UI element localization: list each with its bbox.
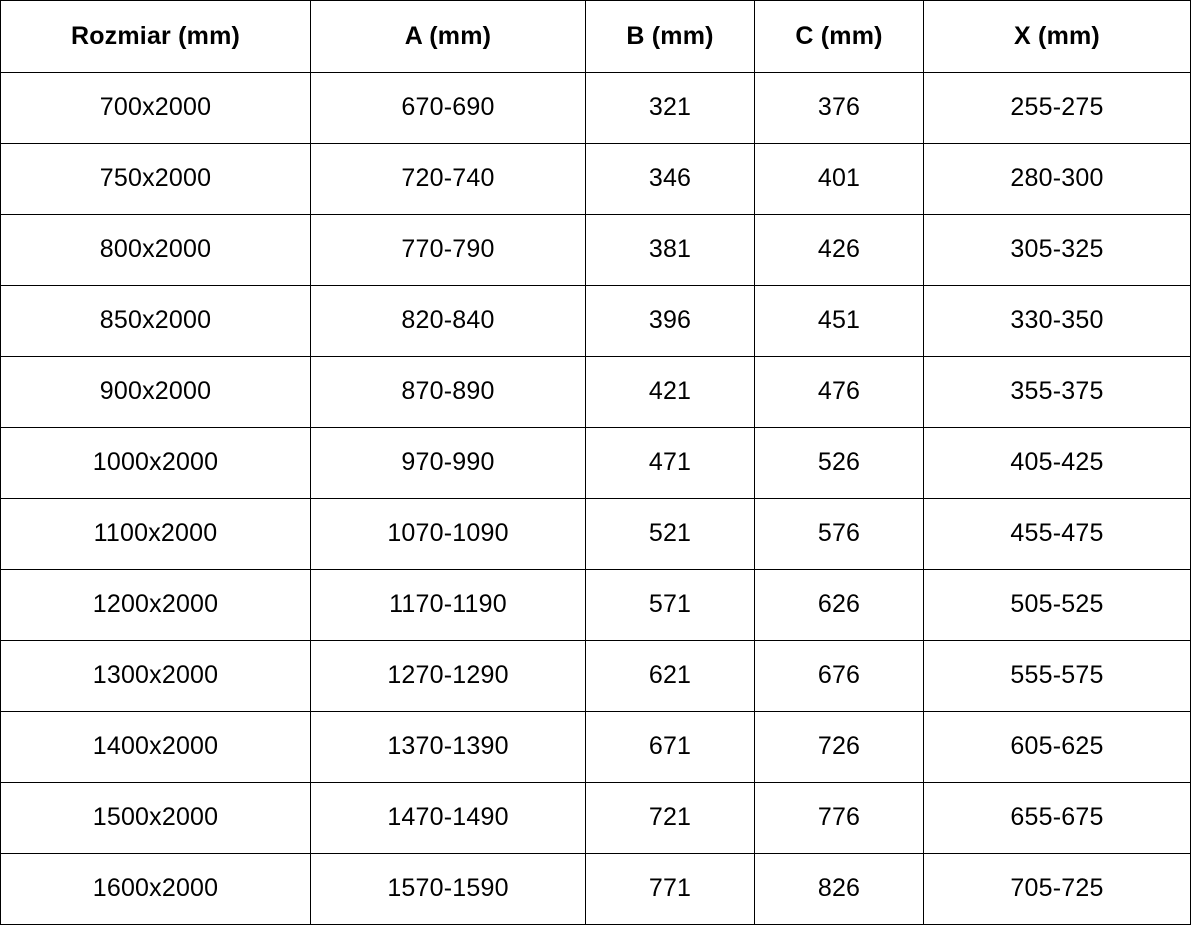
column-header-x: X (mm) <box>923 0 1191 73</box>
cell-x: 255-275 <box>923 72 1191 144</box>
cell-size: 900x2000 <box>0 356 311 428</box>
cell-c: 451 <box>754 285 924 357</box>
cell-c: 826 <box>754 853 924 925</box>
table-header-row: Rozmiar (mm) A (mm) B (mm) C (mm) X (mm) <box>0 0 1191 73</box>
cell-c: 476 <box>754 356 924 428</box>
cell-c: 626 <box>754 569 924 641</box>
cell-b: 521 <box>585 498 755 570</box>
table-row: 1500x2000 1470-1490 721 776 655-675 <box>0 782 1191 854</box>
cell-a: 820-840 <box>310 285 586 357</box>
cell-size: 800x2000 <box>0 214 311 286</box>
table-header: Rozmiar (mm) A (mm) B (mm) C (mm) X (mm) <box>0 0 1191 73</box>
table-row: 1600x2000 1570-1590 771 826 705-725 <box>0 853 1191 925</box>
cell-size: 1000x2000 <box>0 427 311 499</box>
cell-a: 670-690 <box>310 72 586 144</box>
cell-size: 1100x2000 <box>0 498 311 570</box>
cell-size: 850x2000 <box>0 285 311 357</box>
cell-c: 676 <box>754 640 924 712</box>
table-row: 900x2000 870-890 421 476 355-375 <box>0 356 1191 428</box>
cell-size: 1200x2000 <box>0 569 311 641</box>
cell-x: 330-350 <box>923 285 1191 357</box>
cell-b: 471 <box>585 427 755 499</box>
cell-c: 376 <box>754 72 924 144</box>
cell-x: 355-375 <box>923 356 1191 428</box>
cell-c: 526 <box>754 427 924 499</box>
table-row: 700x2000 670-690 321 376 255-275 <box>0 72 1191 144</box>
column-header-size: Rozmiar (mm) <box>0 0 311 73</box>
cell-a: 720-740 <box>310 143 586 215</box>
cell-b: 346 <box>585 143 755 215</box>
table-row: 750x2000 720-740 346 401 280-300 <box>0 143 1191 215</box>
cell-a: 1370-1390 <box>310 711 586 783</box>
table-row: 1200x2000 1170-1190 571 626 505-525 <box>0 569 1191 641</box>
cell-a: 870-890 <box>310 356 586 428</box>
cell-a: 1170-1190 <box>310 569 586 641</box>
cell-a: 1070-1090 <box>310 498 586 570</box>
column-header-c: C (mm) <box>754 0 924 73</box>
cell-c: 426 <box>754 214 924 286</box>
cell-x: 555-575 <box>923 640 1191 712</box>
cell-x: 505-525 <box>923 569 1191 641</box>
cell-a: 1570-1590 <box>310 853 586 925</box>
cell-a: 770-790 <box>310 214 586 286</box>
cell-x: 280-300 <box>923 143 1191 215</box>
cell-x: 455-475 <box>923 498 1191 570</box>
cell-x: 655-675 <box>923 782 1191 854</box>
table-row: 1000x2000 970-990 471 526 405-425 <box>0 427 1191 499</box>
column-header-b: B (mm) <box>585 0 755 73</box>
cell-b: 721 <box>585 782 755 854</box>
table-row: 1400x2000 1370-1390 671 726 605-625 <box>0 711 1191 783</box>
cell-a: 970-990 <box>310 427 586 499</box>
cell-b: 621 <box>585 640 755 712</box>
cell-size: 1400x2000 <box>0 711 311 783</box>
cell-b: 381 <box>585 214 755 286</box>
table-row: 1100x2000 1070-1090 521 576 455-475 <box>0 498 1191 570</box>
column-header-a: A (mm) <box>310 0 586 73</box>
table-body: 700x2000 670-690 321 376 255-275 750x200… <box>0 72 1191 925</box>
cell-b: 571 <box>585 569 755 641</box>
cell-c: 401 <box>754 143 924 215</box>
cell-a: 1470-1490 <box>310 782 586 854</box>
cell-c: 726 <box>754 711 924 783</box>
table-row: 850x2000 820-840 396 451 330-350 <box>0 285 1191 357</box>
cell-x: 605-625 <box>923 711 1191 783</box>
cell-size: 700x2000 <box>0 72 311 144</box>
cell-x: 305-325 <box>923 214 1191 286</box>
cell-b: 321 <box>585 72 755 144</box>
table-row: 800x2000 770-790 381 426 305-325 <box>0 214 1191 286</box>
cell-b: 771 <box>585 853 755 925</box>
cell-b: 671 <box>585 711 755 783</box>
cell-c: 776 <box>754 782 924 854</box>
cell-c: 576 <box>754 498 924 570</box>
table-row: 1300x2000 1270-1290 621 676 555-575 <box>0 640 1191 712</box>
cell-x: 405-425 <box>923 427 1191 499</box>
cell-size: 1600x2000 <box>0 853 311 925</box>
cell-b: 396 <box>585 285 755 357</box>
cell-a: 1270-1290 <box>310 640 586 712</box>
cell-size: 1500x2000 <box>0 782 311 854</box>
cell-x: 705-725 <box>923 853 1191 925</box>
cell-size: 1300x2000 <box>0 640 311 712</box>
cell-b: 421 <box>585 356 755 428</box>
cell-size: 750x2000 <box>0 143 311 215</box>
